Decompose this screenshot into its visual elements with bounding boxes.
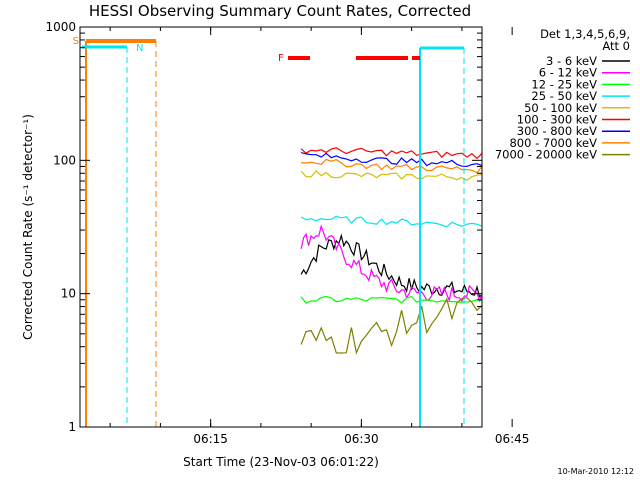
plot-frame — [79, 26, 483, 428]
x-axis-label: Start Time (23-Nov-03 06:01:22) — [183, 455, 379, 469]
series-group — [300, 147, 482, 355]
legend-entry-label: 12 - 25 keV — [531, 77, 597, 91]
chart-title: HESSI Observing Summary Count Rates, Cor… — [89, 2, 471, 20]
flare-label: F — [278, 53, 284, 64]
legend-entry-label: 100 - 300 keV — [517, 113, 597, 127]
legend-entry-label: 7000 - 20000 keV — [495, 148, 597, 162]
y-axis-label: Corrected Count Rate (s⁻¹ detector⁻¹) — [21, 114, 35, 340]
y-tick-label: 1 — [68, 420, 76, 434]
y-tick-label: 10 — [61, 287, 76, 301]
x-tick-label: 06:45 — [495, 432, 530, 446]
legend-entry-label: 3 - 6 keV — [546, 54, 597, 68]
legend-entry-label: 300 - 800 keV — [517, 124, 597, 138]
legend-entry-label: 800 - 7000 keV — [509, 136, 597, 150]
saa-label: S — [73, 36, 79, 47]
series-line-100-300-kev — [300, 147, 482, 160]
series-line-50-100-kev — [300, 170, 482, 182]
x-tick-label: 06:30 — [344, 432, 379, 446]
y-axis: 1 10 100 1000 — [45, 20, 482, 434]
series-line-12-25-kev — [300, 295, 482, 304]
legend-entry-label: 6 - 12 keV — [539, 66, 597, 80]
series-line-300-800-kev — [300, 152, 482, 168]
legend-header-line: Att 0 — [602, 39, 630, 53]
series-line-3-6-kev — [300, 233, 482, 298]
series-line-25-50-kev — [300, 215, 482, 228]
legend-entry-label: 25 - 50 keV — [531, 89, 597, 103]
series-line-800-7000-kev — [301, 158, 482, 174]
series-line-7000-20000-kev — [300, 296, 482, 355]
legend-entry-label: 50 - 100 keV — [524, 101, 597, 115]
plot-area: S N F — [73, 36, 482, 427]
y-tick-label: 100 — [53, 153, 76, 167]
y-tick-label: 1000 — [45, 20, 76, 34]
series-line-6-12-kev — [300, 224, 482, 303]
x-tick-label: 06:15 — [193, 432, 228, 446]
timestamp: 10-Mar-2010 12:12 — [558, 467, 635, 476]
night-label: N — [136, 43, 143, 54]
legend-header-line: Det 1,3,4,5,6,9, — [540, 27, 630, 41]
